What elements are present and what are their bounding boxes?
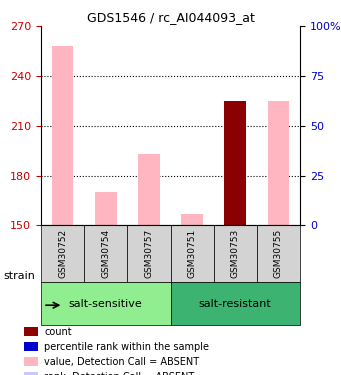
Text: count: count: [44, 327, 72, 337]
FancyBboxPatch shape: [257, 225, 300, 282]
Text: GSM30754: GSM30754: [101, 229, 110, 278]
Text: GDS1546 / rc_AI044093_at: GDS1546 / rc_AI044093_at: [87, 11, 254, 24]
Text: strain: strain: [3, 271, 35, 280]
Bar: [181, 214, 203, 225]
FancyBboxPatch shape: [170, 282, 300, 325]
Text: GSM30755: GSM30755: [274, 229, 283, 278]
FancyBboxPatch shape: [41, 225, 84, 282]
Text: GSM30752: GSM30752: [58, 229, 67, 278]
FancyBboxPatch shape: [84, 225, 127, 282]
FancyBboxPatch shape: [170, 225, 214, 282]
Text: salt-resistant: salt-resistant: [199, 298, 272, 309]
Text: rank, Detection Call = ABSENT: rank, Detection Call = ABSENT: [44, 372, 195, 375]
Text: value, Detection Call = ABSENT: value, Detection Call = ABSENT: [44, 357, 199, 367]
FancyBboxPatch shape: [127, 225, 170, 282]
FancyBboxPatch shape: [214, 225, 257, 282]
Bar: [52, 46, 73, 225]
Text: GSM30753: GSM30753: [231, 229, 240, 278]
Text: percentile rank within the sample: percentile rank within the sample: [44, 342, 209, 352]
Bar: [268, 101, 289, 225]
FancyBboxPatch shape: [41, 282, 170, 325]
Text: salt-sensitive: salt-sensitive: [69, 298, 143, 309]
Bar: [95, 192, 117, 225]
Bar: [138, 154, 160, 225]
Text: GSM30757: GSM30757: [144, 229, 153, 278]
Text: GSM30751: GSM30751: [188, 229, 197, 278]
Bar: [224, 101, 246, 225]
